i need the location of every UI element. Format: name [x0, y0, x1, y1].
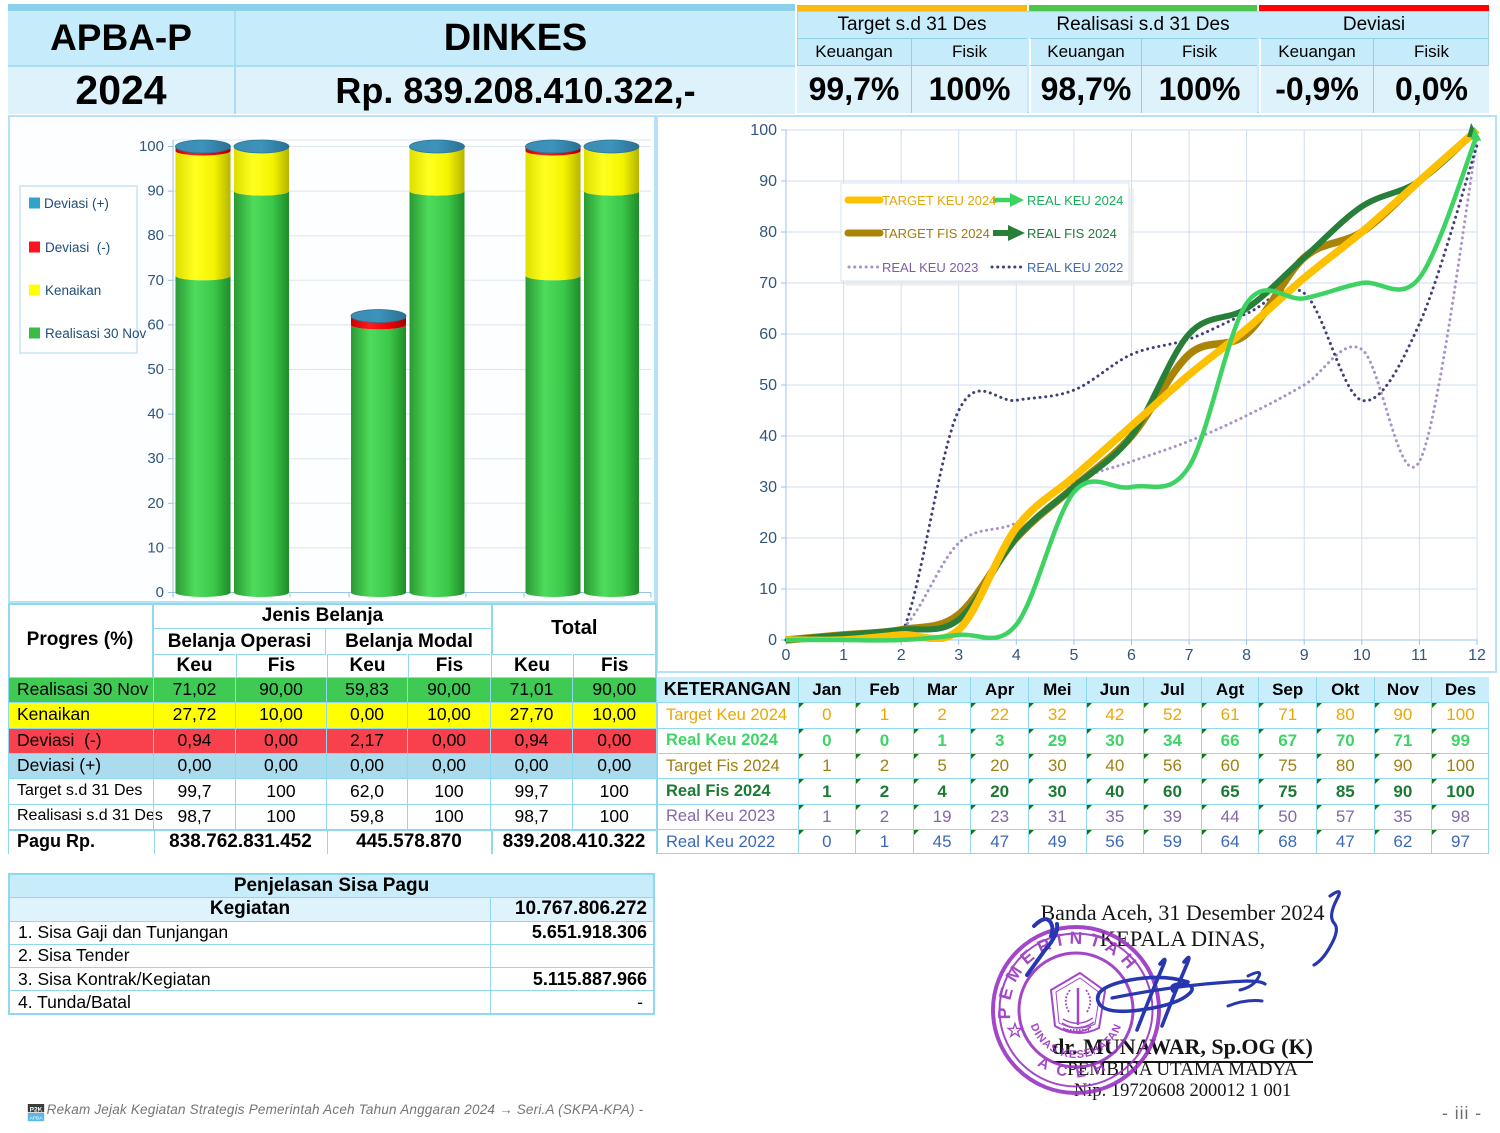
svg-text:30: 30: [147, 450, 164, 467]
svg-text:4: 4: [1012, 647, 1021, 664]
svg-text:50: 50: [147, 361, 164, 378]
svg-text:☆: ☆: [1006, 1020, 1024, 1042]
svg-text:8: 8: [1242, 647, 1251, 664]
svg-text:12: 12: [1468, 647, 1486, 664]
svg-text:APBA: APBA: [29, 1116, 43, 1122]
svg-text:7: 7: [1185, 647, 1194, 664]
svg-text:P2K: P2K: [30, 1106, 43, 1113]
svg-text:10: 10: [759, 581, 777, 598]
svg-text:REAL KEU 2022: REAL KEU 2022: [1027, 260, 1123, 275]
svg-text:0: 0: [782, 647, 791, 664]
svg-text:20: 20: [759, 530, 777, 547]
svg-text:40: 40: [759, 428, 777, 445]
svg-text:70: 70: [759, 275, 777, 292]
svg-text:100: 100: [139, 138, 164, 155]
svg-text:40: 40: [147, 406, 164, 423]
svg-text:80: 80: [759, 224, 777, 241]
svg-text:70: 70: [147, 272, 164, 289]
svg-text:REAL KEU 2023: REAL KEU 2023: [882, 260, 978, 275]
svg-text:1: 1: [839, 647, 848, 664]
svg-text:10: 10: [1353, 647, 1371, 664]
svg-text:5: 5: [1069, 647, 1078, 664]
svg-text:Kenaikan: Kenaikan: [45, 283, 101, 298]
svg-text:TARGET FIS 2024: TARGET FIS 2024: [882, 226, 990, 241]
svg-text:TARGET KEU 2024: TARGET KEU 2024: [882, 193, 996, 208]
svg-text:60: 60: [147, 316, 164, 333]
svg-text:20: 20: [147, 495, 164, 512]
svg-text:REAL KEU 2024: REAL KEU 2024: [1027, 193, 1123, 208]
svg-text:6: 6: [1127, 647, 1136, 664]
svg-text:50: 50: [759, 377, 777, 394]
svg-text:30: 30: [759, 479, 777, 496]
svg-text:90: 90: [759, 173, 777, 190]
svg-text:0: 0: [156, 584, 164, 601]
svg-text:11: 11: [1411, 647, 1428, 664]
svg-text:90: 90: [147, 183, 164, 200]
svg-text:100: 100: [750, 122, 777, 139]
svg-text:Deviasi (+): Deviasi (+): [44, 196, 109, 211]
svg-text:60: 60: [759, 326, 777, 343]
svg-text:0: 0: [768, 632, 777, 649]
svg-text:2: 2: [897, 647, 906, 664]
svg-text:Realisasi 30 Nov: Realisasi 30 Nov: [45, 326, 147, 341]
svg-text:REAL FIS 2024: REAL FIS 2024: [1027, 226, 1117, 241]
svg-text:9: 9: [1300, 647, 1309, 664]
svg-text:3: 3: [954, 647, 963, 664]
svg-text:80: 80: [147, 227, 164, 244]
svg-text:Deviasi (-): Deviasi (-): [45, 240, 110, 255]
svg-text:10: 10: [147, 539, 164, 556]
